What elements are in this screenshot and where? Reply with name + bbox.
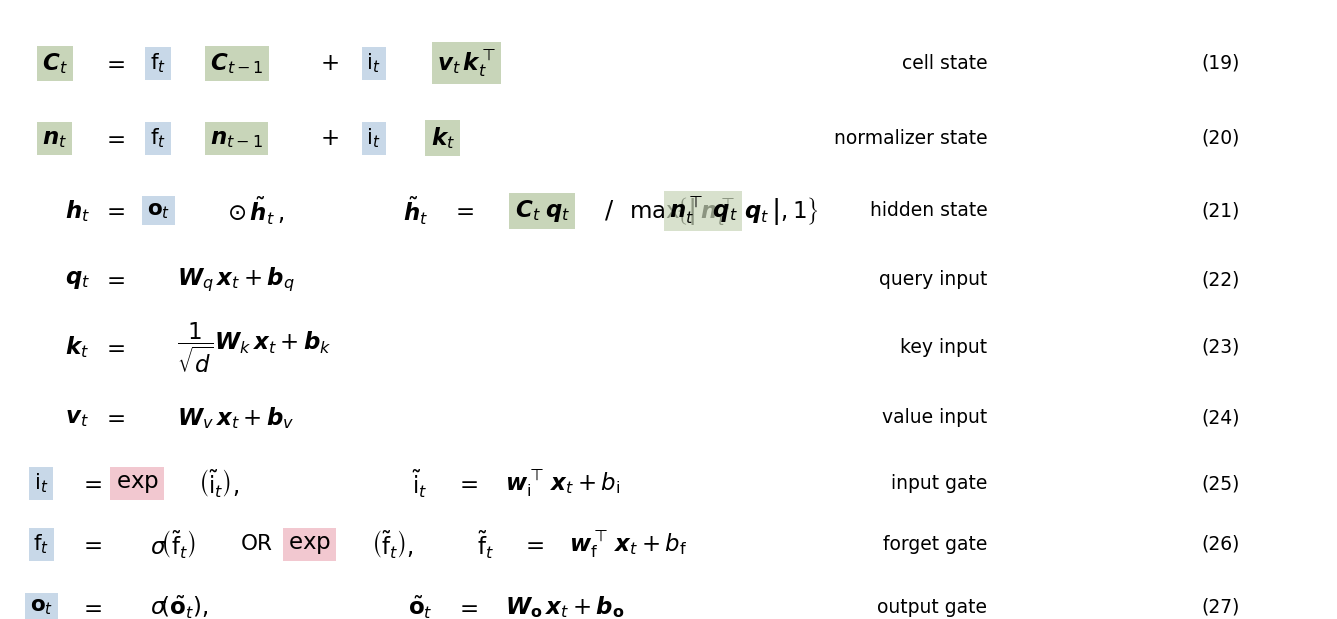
Text: $\sigma\!\left(\tilde{\mathrm{f}}_t\right)$: $\sigma\!\left(\tilde{\mathrm{f}}_t\righ… xyxy=(150,529,197,560)
Text: $=$: $=$ xyxy=(455,596,479,619)
Text: $\mathrm{i}_t$: $\mathrm{i}_t$ xyxy=(366,126,381,150)
Text: $\mathbf{o}_t$: $\mathbf{o}_t$ xyxy=(29,597,53,618)
Text: $\mathrm{OR}$: $\mathrm{OR}$ xyxy=(239,534,273,555)
Text: $\boldsymbol{W}_\mathbf{o}\,\boldsymbol{x}_t + \boldsymbol{b}_\mathbf{o}$: $\boldsymbol{W}_\mathbf{o}\,\boldsymbol{… xyxy=(505,595,624,619)
Text: $\mathrm{i}_t$: $\mathrm{i}_t$ xyxy=(35,472,48,495)
Text: $=$: $=$ xyxy=(102,336,124,359)
Text: cell state: cell state xyxy=(901,54,988,73)
Text: $\boldsymbol{q}_t$: $\boldsymbol{q}_t$ xyxy=(64,269,90,292)
Text: $/$: $/$ xyxy=(603,199,614,223)
Text: $=$: $=$ xyxy=(521,533,544,556)
Text: $\tilde{\boldsymbol{h}}_t$: $\tilde{\boldsymbol{h}}_t$ xyxy=(404,195,429,227)
Text: input gate: input gate xyxy=(890,474,988,493)
Text: $\mathrm{f}_t$: $\mathrm{f}_t$ xyxy=(33,533,49,556)
Text: (19): (19) xyxy=(1202,54,1239,73)
Text: $\boldsymbol{v}_t\,\boldsymbol{k}_t^\top$: $\boldsymbol{v}_t\,\boldsymbol{k}_t^\top… xyxy=(437,48,496,79)
Text: $=$: $=$ xyxy=(79,596,102,619)
Text: $\boldsymbol{n}_t$: $\boldsymbol{n}_t$ xyxy=(41,127,67,150)
Text: key input: key input xyxy=(900,338,988,357)
Text: $\exp$: $\exp$ xyxy=(115,472,159,495)
Text: $=$: $=$ xyxy=(102,199,124,222)
Text: $\boldsymbol{W}_v\,\boldsymbol{x}_t + \boldsymbol{b}_v$: $\boldsymbol{W}_v\,\boldsymbol{x}_t + \b… xyxy=(176,405,294,431)
Text: $\max\!\left\{\left|\,\boldsymbol{n}_t^\top\;\boldsymbol{q}_t\,\right|,1\right\}: $\max\!\left\{\left|\,\boldsymbol{n}_t^\… xyxy=(628,195,818,227)
Text: $\boldsymbol{h}_t$: $\boldsymbol{h}_t$ xyxy=(64,197,90,223)
Text: $\!\left(\tilde{\mathrm{f}}_t\right),$: $\!\left(\tilde{\mathrm{f}}_t\right),$ xyxy=(373,529,413,560)
Text: $\boldsymbol{v}_t$: $\boldsymbol{v}_t$ xyxy=(66,406,90,430)
Text: $\boldsymbol{n}_{t-1}$: $\boldsymbol{n}_{t-1}$ xyxy=(210,127,263,150)
Text: $\!\left(\tilde{\mathrm{i}}_t\right),$: $\!\left(\tilde{\mathrm{i}}_t\right),$ xyxy=(201,467,239,500)
Text: $\boldsymbol{w}_\mathrm{i}^\top\,\boldsymbol{x}_t + b_\mathrm{i}$: $\boldsymbol{w}_\mathrm{i}^\top\,\boldsy… xyxy=(505,468,620,500)
Text: $\mathrm{i}_t$: $\mathrm{i}_t$ xyxy=(366,51,381,75)
Text: $\boldsymbol{k}_t$: $\boldsymbol{k}_t$ xyxy=(431,125,455,151)
Text: $\boldsymbol{w}_\mathrm{f}^\top\,\boldsymbol{x}_t + b_\mathrm{f}$: $\boldsymbol{w}_\mathrm{f}^\top\,\boldsy… xyxy=(568,529,687,560)
Text: $+$: $+$ xyxy=(321,52,340,75)
Text: $\dfrac{1}{\sqrt{d}}\boldsymbol{W}_k\,\boldsymbol{x}_t + \boldsymbol{b}_k$: $\dfrac{1}{\sqrt{d}}\boldsymbol{W}_k\,\b… xyxy=(176,320,332,375)
Text: $\tilde{\mathrm{i}}_t$: $\tilde{\mathrm{i}}_t$ xyxy=(412,467,428,500)
Text: (26): (26) xyxy=(1202,535,1239,554)
Text: $=$: $=$ xyxy=(102,52,124,75)
Text: $=$: $=$ xyxy=(102,127,124,150)
Text: (25): (25) xyxy=(1202,474,1239,493)
Text: $\boldsymbol{C}_{t-1}$: $\boldsymbol{C}_{t-1}$ xyxy=(210,51,263,76)
Text: $\tilde{\mathrm{f}}_t$: $\tilde{\mathrm{f}}_t$ xyxy=(476,529,493,560)
Text: (21): (21) xyxy=(1202,201,1239,220)
Text: (22): (22) xyxy=(1202,271,1239,290)
Text: $=$: $=$ xyxy=(79,472,102,495)
Text: $\mathrm{f}_t$: $\mathrm{f}_t$ xyxy=(150,126,166,150)
Text: $\boldsymbol{k}_t$: $\boldsymbol{k}_t$ xyxy=(66,334,90,360)
Text: $\exp$: $\exp$ xyxy=(289,533,332,556)
Text: $=$: $=$ xyxy=(102,269,124,292)
Text: (27): (27) xyxy=(1202,598,1239,617)
Text: $\sigma\!\left(\tilde{\mathbf{o}}_t\right),$: $\sigma\!\left(\tilde{\mathbf{o}}_t\righ… xyxy=(150,594,209,619)
Text: forget gate: forget gate xyxy=(882,535,988,554)
Text: $\boldsymbol{C}_t\;\boldsymbol{q}_t$: $\boldsymbol{C}_t\;\boldsymbol{q}_t$ xyxy=(515,197,570,223)
Text: $\odot\,\tilde{\boldsymbol{h}}_t\,,$: $\odot\,\tilde{\boldsymbol{h}}_t\,,$ xyxy=(227,195,285,227)
Text: hidden state: hidden state xyxy=(869,201,988,220)
Text: $\boldsymbol{n}_t^\top\;\boldsymbol{q}_t$: $\boldsymbol{n}_t^\top\;\boldsymbol{q}_t… xyxy=(668,195,738,227)
Text: $\boldsymbol{W}_q\,\boldsymbol{x}_t + \boldsymbol{b}_q$: $\boldsymbol{W}_q\,\boldsymbol{x}_t + \b… xyxy=(176,266,295,294)
Text: $\mathbf{o}_t$: $\mathbf{o}_t$ xyxy=(147,201,170,221)
Text: (23): (23) xyxy=(1202,338,1239,357)
Text: $=$: $=$ xyxy=(79,533,102,556)
Text: value input: value input xyxy=(882,409,988,427)
Text: query input: query input xyxy=(878,271,988,290)
Text: normalizer state: normalizer state xyxy=(834,129,988,147)
Text: (20): (20) xyxy=(1202,129,1239,147)
Text: $=$: $=$ xyxy=(102,406,124,430)
Text: $=$: $=$ xyxy=(455,472,479,495)
Text: $=$: $=$ xyxy=(451,199,475,222)
Text: $+$: $+$ xyxy=(321,127,340,150)
Text: $\boldsymbol{C}_t$: $\boldsymbol{C}_t$ xyxy=(41,51,68,76)
Text: $\mathrm{f}_t$: $\mathrm{f}_t$ xyxy=(150,51,166,75)
Text: (24): (24) xyxy=(1202,409,1239,427)
Text: output gate: output gate xyxy=(877,598,988,617)
Text: $\tilde{\mathbf{o}}_t$: $\tilde{\mathbf{o}}_t$ xyxy=(408,594,432,619)
